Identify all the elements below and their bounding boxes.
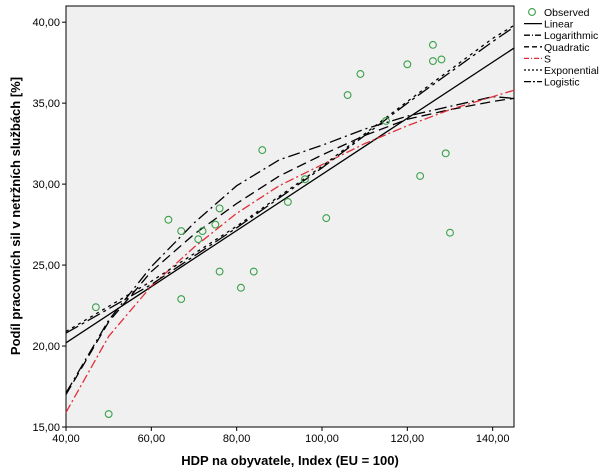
legend-label-s: S	[544, 53, 551, 65]
legend-label-logistic: Logistic	[544, 77, 580, 89]
y-axis-label: Podíl pracovních sil v netržních službác…	[8, 77, 23, 355]
observed-point	[194, 235, 203, 244]
x-tick-label: 40,00	[52, 433, 80, 445]
observed-point	[215, 204, 224, 213]
legend-label-observed: Observed	[544, 7, 590, 19]
y-tick-label: 30,00	[32, 179, 60, 191]
x-axis-ticks: 40,00 60,00 80,00 100,00 120,00 140,00	[52, 427, 509, 445]
observed-point	[164, 215, 173, 224]
x-tick-label: 120,00	[391, 433, 425, 445]
legend-label-quadratic: Quadratic	[544, 42, 590, 54]
legend-label-logarithmic: Logarithmic	[544, 30, 598, 42]
legend: ObservedLinearLogarithmicQuadraticSExpon…	[524, 7, 599, 89]
observed-point	[211, 220, 220, 229]
fit-line-quadratic	[65, 97, 515, 395]
fit-line-s	[65, 89, 515, 413]
y-tick-label: 35,00	[32, 98, 60, 110]
fit-line-exponential	[65, 24, 515, 333]
plot-area	[65, 5, 515, 428]
fit-line-linear	[65, 47, 515, 344]
y-tick-label: 40,00	[32, 17, 60, 29]
y-tick-label: 15,00	[32, 422, 60, 434]
observed-point	[428, 40, 437, 49]
observed-point	[300, 175, 309, 184]
observed-point	[437, 55, 446, 64]
legend-label-linear: Linear	[544, 19, 574, 31]
x-tick-label: 60,00	[138, 433, 166, 445]
fit-line-logarithmic	[65, 96, 515, 394]
observed-point	[416, 172, 425, 180]
observed-point	[104, 410, 113, 418]
observed-point	[177, 227, 186, 236]
observed-point	[322, 214, 331, 223]
observed-point	[249, 267, 258, 276]
observed-points	[91, 40, 454, 418]
y-axis-ticks: 15,00 20,00 25,00 30,00 35,00 40,00	[32, 17, 66, 434]
observed-point	[198, 227, 207, 236]
observed-point	[258, 146, 267, 155]
observed-point	[91, 303, 100, 312]
legend-label-exponential: Exponential	[544, 65, 599, 77]
x-axis-label: HDP na obyvatele, Index (EU = 100)	[181, 453, 399, 468]
fit-lines	[65, 24, 515, 413]
observed-point	[441, 149, 450, 158]
fit-line-logistic	[65, 26, 515, 334]
observed-point	[343, 91, 352, 100]
x-tick-label: 80,00	[223, 433, 251, 445]
observed-point	[382, 117, 390, 125]
observed-point	[428, 57, 437, 66]
x-tick-label: 100,00	[305, 433, 339, 445]
legend-marker-observed	[528, 8, 536, 16]
observed-point	[283, 197, 292, 206]
observed-point	[446, 228, 454, 237]
y-tick-label: 20,00	[32, 341, 60, 353]
observed-point	[403, 60, 412, 69]
x-tick-label: 140,00	[476, 433, 510, 445]
observed-point	[177, 295, 186, 304]
observed-point	[215, 267, 224, 276]
observed-point	[356, 70, 365, 78]
observed-point	[236, 283, 245, 292]
y-tick-label: 25,00	[32, 260, 60, 272]
